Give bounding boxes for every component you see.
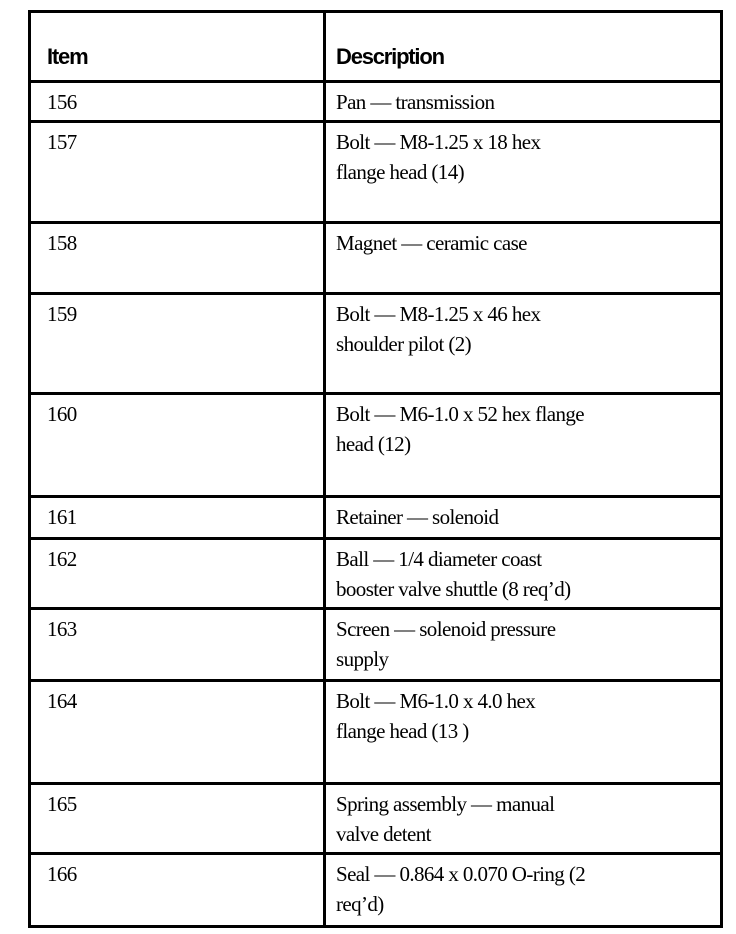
description-line: Bolt — M8-1.25 x 18 hex [336, 130, 541, 154]
item-description: Bolt — M6-1.0 x 52 hex flange head (12) [326, 395, 720, 498]
item-description: Retainer — solenoid [326, 498, 720, 540]
description-line: Spring assembly — manual [336, 792, 555, 816]
description-line: booster valve shuttle (8 req’d) [336, 577, 571, 601]
description-line: Ball — 1/4 diameter coast [336, 547, 542, 571]
item-number: 161 [31, 498, 326, 540]
item-number: 159 [31, 295, 326, 395]
header-item: Item [31, 13, 326, 83]
description-line: Retainer — solenoid [336, 505, 499, 529]
item-description: Pan — transmission [326, 83, 720, 123]
description-line: Magnet — ceramic case [336, 231, 527, 255]
description-line: supply [336, 647, 389, 671]
parts-table: Item Description 156 Pan — transmission 15… [28, 10, 723, 928]
description-line: Bolt — M8-1.25 x 46 hex [336, 302, 541, 326]
item-number: 158 [31, 224, 326, 295]
item-description: Magnet — ceramic case [326, 224, 720, 295]
description-line: flange head (13 ) [336, 719, 469, 743]
item-description: Spring assembly — manual valve detent [326, 785, 720, 855]
item-number: 162 [31, 540, 326, 610]
item-number: 164 [31, 682, 326, 785]
item-number: 166 [31, 855, 326, 925]
item-description: Bolt — M8-1.25 x 18 hex flange head (14) [326, 123, 720, 224]
item-number: 156 [31, 83, 326, 123]
description-line: valve detent [336, 822, 431, 846]
description-line: Bolt — M6-1.0 x 4.0 hex [336, 689, 536, 713]
description-line: shoulder pilot (2) [336, 332, 472, 356]
description-line: Screen — solenoid pressure [336, 617, 556, 641]
item-description: Bolt — M6-1.0 x 4.0 hex flange head (13 ) [326, 682, 720, 785]
item-description: Seal — 0.864 x 0.070 O-ring (2 req’d) [326, 855, 720, 925]
description-line: head (12) [336, 432, 411, 456]
description-line: Seal — 0.864 x 0.070 O-ring (2 [336, 862, 586, 886]
item-number: 157 [31, 123, 326, 224]
item-number: 165 [31, 785, 326, 855]
item-description: Screen — solenoid pressure supply [326, 610, 720, 682]
item-description: Ball — 1/4 diameter coast booster valve s… [326, 540, 720, 610]
item-description: Bolt — M8-1.25 x 46 hex shoulder pilot (2… [326, 295, 720, 395]
description-line: req’d) [336, 892, 384, 916]
description-line: Bolt — M6-1.0 x 52 hex flange [336, 402, 585, 426]
item-number: 163 [31, 610, 326, 682]
description-line: Pan — transmission [336, 90, 495, 114]
header-description: Description [326, 13, 720, 83]
description-line: flange head (14) [336, 160, 465, 184]
item-number: 160 [31, 395, 326, 498]
